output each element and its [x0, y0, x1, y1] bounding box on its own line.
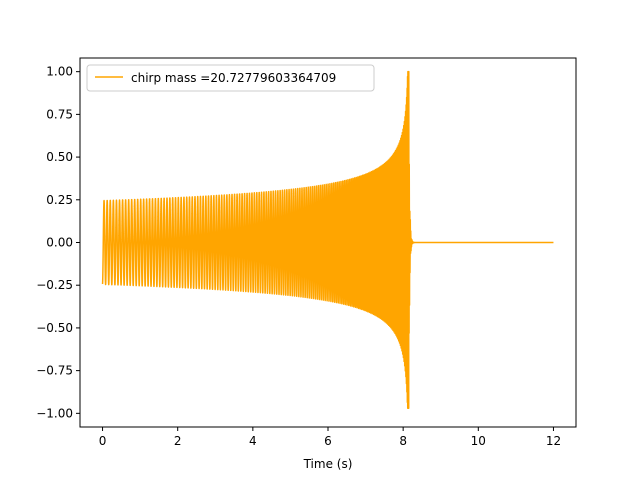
- y-axis: −1.00 −0.75 −0.50 −0.25 0.00 0.25 0.50 0.75 1.00: [36, 65, 80, 420]
- legend-box: [86, 64, 375, 92]
- y-tick-label: 0.50: [46, 150, 73, 164]
- y-tick-label: 0.00: [46, 236, 73, 250]
- x-tick-label: 6: [324, 434, 332, 448]
- y-tick-label: −0.75: [36, 364, 73, 378]
- legend-entry: chirp mass =20.72779603364709: [131, 71, 336, 85]
- x-tick-label: 0: [99, 434, 107, 448]
- y-tick-label: −1.00: [36, 406, 73, 420]
- x-axis: 0 2 4 6 8 10 12: [99, 427, 561, 448]
- x-tick-label: 12: [546, 434, 561, 448]
- x-tick-label: 10: [471, 434, 486, 448]
- y-tick-label: 0.25: [46, 193, 73, 207]
- y-tick-label: −0.50: [36, 321, 73, 335]
- plot-area: [101, 70, 554, 409]
- x-tick-label: 4: [249, 434, 257, 448]
- x-tick-label: 8: [399, 434, 407, 448]
- legend: chirp mass =20.72779603364709: [86, 64, 375, 92]
- y-tick-label: −0.25: [36, 278, 73, 292]
- series-line-chirp: [101, 70, 554, 409]
- y-tick-label: 0.75: [46, 107, 73, 121]
- x-axis-label: Time (s): [303, 457, 353, 471]
- y-tick-label: 1.00: [46, 65, 73, 79]
- x-tick-label: 2: [174, 434, 182, 448]
